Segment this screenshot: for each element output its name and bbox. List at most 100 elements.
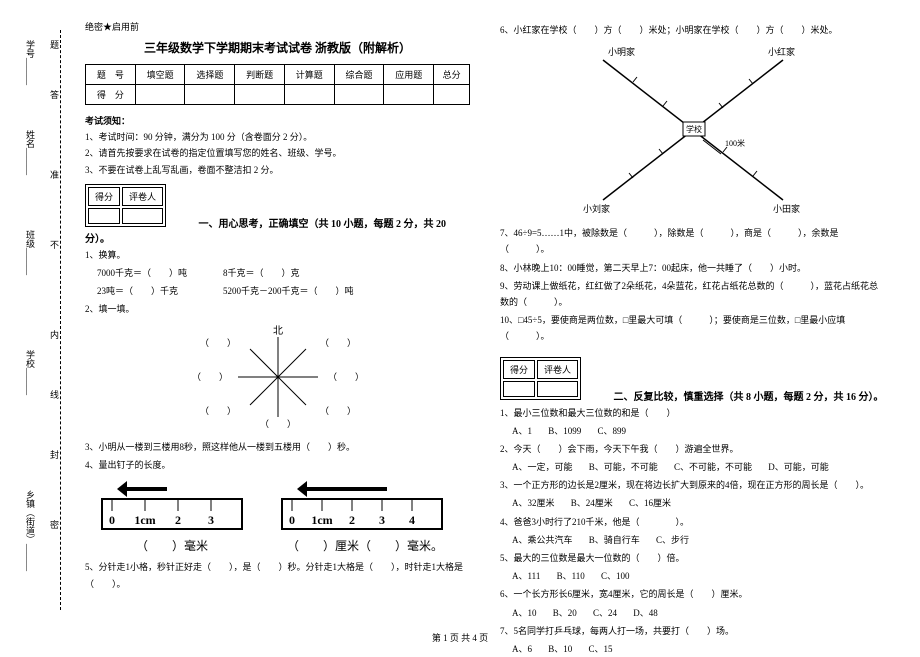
opt: A、一定，可能 xyxy=(512,459,573,475)
ruler-answers: （ ）毫米 （ ）厘米（ ）毫米。 xyxy=(97,536,470,558)
question-4: 4、量出钉子的长度。 xyxy=(85,457,470,473)
gutter-label: 姓名______ xyxy=(24,130,37,175)
cell xyxy=(122,208,163,224)
opt: A、乘公共汽车 xyxy=(512,532,573,548)
cell xyxy=(185,85,235,105)
question-2: 2、填一填。 xyxy=(85,301,470,317)
svg-text:（ ）: （ ） xyxy=(199,406,235,416)
cell xyxy=(503,381,535,397)
cell xyxy=(235,85,285,105)
s2-q3-opts: A、32厘米 B、24厘米 C、16厘米 xyxy=(512,495,885,511)
cell: 总分 xyxy=(434,65,470,85)
opt: C、不可能，不可能 xyxy=(674,459,752,475)
seal-hint: 准 xyxy=(48,170,61,179)
s2-q3: 3、一个正方形的边长是2厘米，现在将边长扩大到原来的4倍，现在正方形的周长是（ … xyxy=(500,477,885,493)
cell: 综合题 xyxy=(334,65,384,85)
section-score-box: 得分评卷人 xyxy=(85,184,166,227)
s2-q1-opts: A、1 B、1099 C、899 xyxy=(512,423,885,439)
paper-title: 三年级数学下学期期末考试试卷 浙教版（附解析） xyxy=(85,39,470,56)
opt: C、步行 xyxy=(656,532,689,548)
gutter-label: 学号______ xyxy=(24,40,37,85)
svg-text:（ ）: （ ） xyxy=(198,372,228,382)
question-5: 5、分针走1小格，秒针正好走（ ），是（ ）秒。分针走1大格是（ ），时针走1大… xyxy=(85,559,470,591)
opt: B、24厘米 xyxy=(571,495,613,511)
s2-q5: 5、最大的三位数是最大一位数的（ ）倍。 xyxy=(500,550,885,566)
cell xyxy=(384,85,434,105)
compass-diagram: 北 （ ） （ ） （ ） （ ） （ ） （ ） （ ） xyxy=(85,322,470,435)
question-10: 10、□45÷5，要使商是两位数，□里最大可填（ ）；要使商是三位数，□里最小应… xyxy=(500,312,885,344)
page-footer: 第 1 页 共 4 页 xyxy=(0,631,920,644)
cell: 得分 xyxy=(88,187,120,206)
cell: 计算题 xyxy=(284,65,334,85)
opt: D、48 xyxy=(633,605,658,621)
svg-text:1cm: 1cm xyxy=(311,513,332,527)
ruler1-answer: （ ）毫米 xyxy=(97,536,247,558)
gutter-label: 乡镇（街道）______ xyxy=(24,490,37,571)
opt: C、24 xyxy=(593,605,617,621)
opt: C、100 xyxy=(601,568,630,584)
section-score-box-2: 得分评卷人 xyxy=(500,357,581,400)
seal-hint: 内 xyxy=(48,330,61,339)
score-table: 题 号 填空题 选择题 判断题 计算题 综合题 应用题 总分 得 分 xyxy=(85,64,470,105)
cell: 得 分 xyxy=(86,85,136,105)
question-1-line: 7000千克＝（ ）吨 8千克＝（ ）克 xyxy=(97,265,470,281)
cell xyxy=(88,208,120,224)
s2-q4: 4、爸爸3小时行了210千米，他是（ ）。 xyxy=(500,514,885,530)
opt: A、111 xyxy=(512,568,540,584)
s2-q1: 1、最小三位数和最大三位数的和是（ ） xyxy=(500,405,885,421)
map-diagram: 学校 小明家 小红家 小刘家 小田家 100米 xyxy=(500,40,885,223)
svg-text:2: 2 xyxy=(349,513,355,527)
binding-gutter: 学号______ 姓名______ 班级______ 学校______ 乡镇（街… xyxy=(20,20,70,620)
svg-text:3: 3 xyxy=(379,513,385,527)
opt: B、1099 xyxy=(548,423,581,439)
question-8: 8、小林晚上10：00睡觉，第二天早上7：00起床，他一共睡了（ ）小时。 xyxy=(500,260,885,276)
svg-text:小田家: 小田家 xyxy=(773,203,800,214)
question-1-line: 23吨＝（ ）千克 5200千克－200千克＝（ ）吨 xyxy=(97,283,470,299)
notice-line: 3、不要在试卷上乱写乱画，卷面不整洁扣 2 分。 xyxy=(85,162,470,178)
cell: 题 号 xyxy=(86,65,136,85)
section-2-title: 二、反复比较，慎重选择（共 8 小题，每题 2 分，共 16 分）。 xyxy=(614,392,884,403)
opt: D、可能，可能 xyxy=(768,459,829,475)
seal-hint: 题 xyxy=(48,40,61,49)
map-svg: 学校 小明家 小红家 小刘家 小田家 100米 xyxy=(563,40,823,220)
opt: A、32厘米 xyxy=(512,495,555,511)
cell xyxy=(434,85,470,105)
cell xyxy=(537,381,578,397)
opt: B、可能，不可能 xyxy=(589,459,658,475)
s2-q4-opts: A、乘公共汽车 B、骑自行车 C、步行 xyxy=(512,532,885,548)
s2-q6-opts: A、10 B、20 C、24 D、48 xyxy=(512,605,885,621)
notice-title: 考试须知： xyxy=(85,113,470,129)
svg-text:100米: 100米 xyxy=(725,138,745,148)
confidential-label: 绝密★启用前 xyxy=(85,20,470,33)
page-container: 学号______ 姓名______ 班级______ 学校______ 乡镇（街… xyxy=(0,0,920,650)
ruler-1: 0 1cm 2 3 xyxy=(97,479,247,534)
seal-hint: 不 xyxy=(48,240,61,249)
right-column: 6、小红家在学校（ ）方（ ）米处；小明家在学校（ ）方（ ）米处。 学校 xyxy=(485,20,900,620)
cell: 选择题 xyxy=(185,65,235,85)
seal-hint: 封 xyxy=(48,450,61,459)
svg-text:小红家: 小红家 xyxy=(768,46,795,57)
opt: B、20 xyxy=(553,605,577,621)
cell xyxy=(135,85,185,105)
question-1: 1、换算。 xyxy=(85,247,470,263)
svg-text:0: 0 xyxy=(109,513,115,527)
gutter-label: 学校______ xyxy=(24,350,37,395)
cell: 应用题 xyxy=(384,65,434,85)
svg-text:3: 3 xyxy=(208,513,214,527)
cell: 得分 xyxy=(503,360,535,379)
question-3: 3、小明从一楼到三楼用8秒，照这样他从一楼到五楼用（ ）秒。 xyxy=(85,439,470,455)
table-row: 题 号 填空题 选择题 判断题 计算题 综合题 应用题 总分 xyxy=(86,65,470,85)
cell xyxy=(334,85,384,105)
svg-text:0: 0 xyxy=(289,513,295,527)
cell: 判断题 xyxy=(235,65,285,85)
cell: 评卷人 xyxy=(122,187,163,206)
svg-text:小明家: 小明家 xyxy=(608,46,635,57)
table-row: 得 分 xyxy=(86,85,470,105)
svg-text:小刘家: 小刘家 xyxy=(583,203,610,214)
cell: 填空题 xyxy=(135,65,185,85)
question-6: 6、小红家在学校（ ）方（ ）米处；小明家在学校（ ）方（ ）米处。 xyxy=(500,22,885,38)
svg-text:2: 2 xyxy=(175,513,181,527)
question-7: 7、46÷9=5……1中，被除数是（ ），除数是（ ），商是（ ），余数是（ ）… xyxy=(500,225,885,257)
s2-q2: 2、今天（ ）会下雨，今天下午我（ ）游遍全世界。 xyxy=(500,441,885,457)
svg-text:学校: 学校 xyxy=(686,124,702,134)
